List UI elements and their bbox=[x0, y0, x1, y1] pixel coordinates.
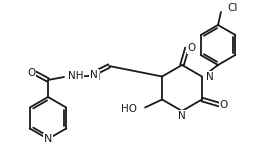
Text: HO: HO bbox=[121, 103, 137, 113]
Text: NH: NH bbox=[68, 71, 83, 81]
Text: O: O bbox=[27, 68, 35, 78]
Text: Cl: Cl bbox=[227, 3, 237, 13]
Text: N: N bbox=[178, 111, 186, 121]
Text: O: O bbox=[188, 43, 196, 53]
Text: N: N bbox=[44, 134, 52, 144]
Text: N: N bbox=[206, 72, 214, 82]
Text: O: O bbox=[220, 100, 228, 110]
Text: H: H bbox=[93, 73, 99, 82]
Text: N: N bbox=[90, 70, 98, 80]
